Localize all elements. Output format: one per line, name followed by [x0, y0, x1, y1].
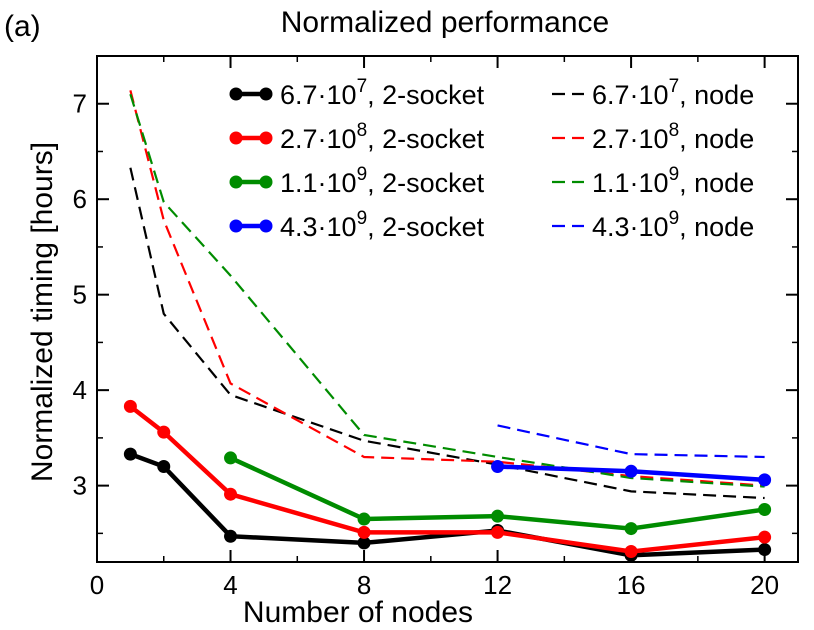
legend: 6.7·107, 2-socket 2.7·108, 2-socket 1.1·10…	[229, 76, 754, 242]
legend-marker	[259, 87, 273, 101]
series-7	[497, 424, 765, 459]
series-4	[129, 167, 765, 500]
legend-entry: 2.7·108, 2-socket	[229, 120, 485, 154]
panel-label: (a)	[4, 10, 41, 43]
data-point	[224, 451, 238, 465]
series-layer	[123, 90, 772, 562]
y-axis-label: Normalized timing [hours]	[26, 142, 59, 482]
legend-entry: 4.3·109, 2-socket	[229, 208, 485, 242]
data-point	[224, 529, 238, 543]
series-3	[491, 460, 772, 487]
legend-label: 1.1·109, 2-socket	[280, 164, 485, 198]
legend-entry: 1.1·109, node	[552, 164, 754, 198]
x-tick-label: 20	[750, 570, 779, 600]
data-point	[123, 447, 137, 461]
data-point	[758, 502, 772, 516]
x-tick-label: 16	[617, 570, 646, 600]
legend-marker	[229, 131, 243, 145]
plot-frame	[96, 55, 799, 563]
legend-label: 6.7·107, 2-socket	[280, 76, 485, 110]
legend-marker	[259, 219, 273, 233]
data-point	[491, 460, 505, 474]
data-point	[758, 530, 772, 544]
series-1	[123, 399, 772, 558]
x-tick-label: 4	[223, 570, 237, 600]
data-point	[624, 544, 638, 558]
y-tick-label: 3	[73, 471, 87, 501]
x-tick-label: 8	[357, 570, 371, 600]
data-point	[491, 525, 505, 539]
legend-marker	[229, 175, 243, 189]
data-point	[758, 543, 772, 557]
chart-title: Normalized performance	[281, 6, 609, 39]
legend-label: 1.1·109, node	[592, 164, 754, 198]
x-axis-label: Number of nodes	[243, 596, 473, 629]
data-point	[357, 525, 371, 539]
data-point	[491, 509, 505, 523]
x-tick-label: 12	[483, 570, 512, 600]
legend-entry: 1.1·109, 2-socket	[229, 164, 485, 198]
legend-entry: 6.7·107, 2-socket	[229, 76, 485, 110]
series-2	[224, 451, 772, 536]
legend-label: 6.7·107, node	[592, 76, 754, 110]
y-tick-label: 7	[73, 89, 87, 119]
legend-marker	[229, 219, 243, 233]
legend-marker	[259, 175, 273, 189]
data-point	[357, 536, 371, 550]
legend-entry: 6.7·107, node	[552, 76, 754, 110]
legend-entry: 2.7·108, node	[552, 120, 754, 154]
legend-label: 2.7·108, 2-socket	[280, 120, 485, 154]
series-line	[129, 167, 765, 500]
legend-label: 2.7·108, node	[592, 120, 754, 154]
data-point	[157, 460, 171, 474]
legend-entry: 4.3·109, node	[552, 208, 754, 242]
legend-marker	[259, 131, 273, 145]
series-line	[129, 93, 765, 488]
data-point	[157, 425, 171, 439]
y-tick-label: 5	[73, 280, 87, 310]
legend-label: 4.3·109, node	[592, 208, 754, 242]
data-point	[224, 487, 238, 501]
series-line	[497, 424, 765, 459]
data-point	[624, 522, 638, 536]
data-point	[758, 473, 772, 487]
x-tick-label: 0	[90, 570, 104, 600]
y-tick-label: 4	[73, 375, 87, 405]
legend-label: 4.3·109, 2-socket	[280, 208, 485, 242]
data-point	[123, 399, 137, 413]
data-point	[624, 464, 638, 478]
y-tick-label: 6	[73, 184, 87, 214]
legend-marker	[229, 87, 243, 101]
series-6	[129, 93, 765, 488]
data-point	[357, 512, 371, 526]
